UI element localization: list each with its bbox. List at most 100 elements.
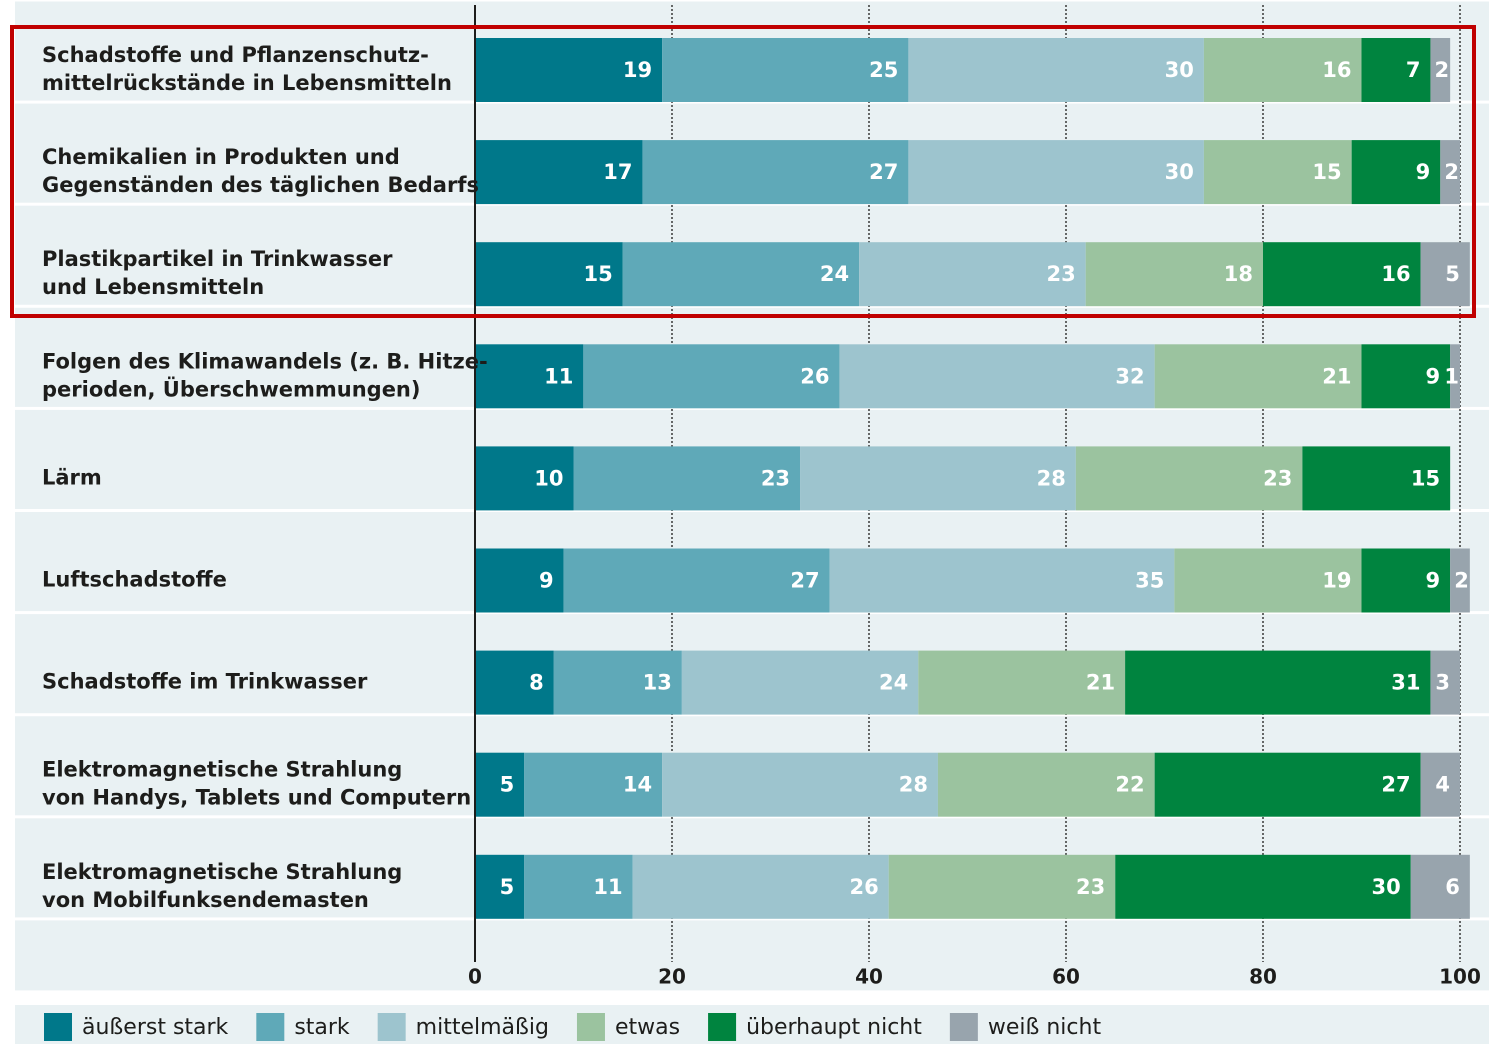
value-label: 5: [1445, 262, 1460, 286]
bar-segment: [475, 548, 564, 613]
bar-segment: [1085, 242, 1263, 307]
bar-segment: [1302, 446, 1451, 511]
value-label: 8: [529, 671, 544, 695]
bar-segment: [1450, 548, 1470, 613]
x-tick-label: 60: [1052, 965, 1080, 989]
bar-segment: [888, 854, 1116, 919]
category-label: Gegenständen des täglichen Bedarfs: [42, 173, 479, 197]
axis-panel: [15, 920, 1489, 991]
value-label: 23: [1046, 262, 1075, 286]
bar-segment: [1410, 854, 1470, 919]
legend-swatch: [708, 1013, 737, 1041]
bar-segment: [1203, 140, 1352, 205]
bar-segment: [829, 548, 1175, 613]
category-label: Schadstoffe im Trinkwasser: [42, 670, 368, 694]
value-label: 7: [1406, 58, 1421, 82]
category-label: und Lebensmitteln: [42, 275, 264, 299]
value-label: 5: [500, 773, 515, 797]
bar-segment: [908, 140, 1204, 205]
x-tick-label: 40: [855, 965, 883, 989]
value-label: 26: [800, 364, 829, 388]
x-tick-label: 80: [1249, 965, 1277, 989]
bar-segment: [475, 446, 574, 511]
value-label: 19: [623, 58, 652, 82]
value-label: 14: [623, 773, 652, 797]
bar-segment: [475, 344, 584, 409]
category-label: Elektromagnetische Strahlung: [42, 860, 402, 884]
bar-segment: [1361, 344, 1451, 409]
bar-segment: [1420, 752, 1460, 817]
value-label: 27: [869, 160, 898, 184]
value-label: 35: [1135, 569, 1164, 593]
bar-segment: [1430, 38, 1451, 102]
value-label: 5: [500, 875, 515, 899]
bar-segment: [622, 242, 860, 307]
bar-segment: [662, 752, 938, 817]
value-label: 30: [1165, 160, 1194, 184]
value-label: 17: [603, 160, 632, 184]
legend-label: äußerst stark: [82, 1015, 229, 1040]
value-label: 13: [643, 671, 672, 695]
bar-segment: [839, 344, 1155, 409]
bar-segment: [1420, 242, 1470, 307]
legend-label: stark: [294, 1015, 350, 1040]
legend-swatch: [44, 1013, 72, 1041]
value-label: 11: [544, 364, 573, 388]
value-label: 21: [1322, 364, 1351, 388]
x-tick-label: 20: [658, 965, 686, 989]
value-label: 18: [1224, 262, 1253, 286]
value-label: 11: [593, 875, 622, 899]
bar-segment: [475, 242, 623, 307]
value-label: 9: [1416, 160, 1431, 184]
value-label: 10: [534, 466, 563, 490]
value-label: 30: [1165, 58, 1194, 82]
bar-segment: [1174, 548, 1362, 613]
value-label: 28: [899, 773, 928, 797]
legend-label: mittelmäßig: [416, 1015, 549, 1040]
category-label: Lärm: [42, 465, 102, 489]
x-tick-label: 100: [1439, 965, 1481, 989]
value-label: 2: [1444, 160, 1459, 184]
category-label: von Handys, Tablets und Computern: [42, 786, 471, 810]
category-label: mittelrückstände in Lebensmitteln: [42, 71, 452, 95]
legend-swatch: [949, 1013, 978, 1041]
value-label: 30: [1372, 875, 1401, 899]
value-label: 22: [1115, 773, 1144, 797]
bar-segment: [800, 446, 1076, 511]
value-label: 28: [1037, 466, 1066, 490]
category-label: von Mobilfunksendemasten: [42, 888, 369, 912]
bar-segment: [1154, 344, 1362, 409]
bar-segment: [1263, 242, 1421, 307]
bar-segment: [1440, 140, 1460, 205]
bar-segment: [563, 548, 830, 613]
value-label: 15: [1312, 160, 1341, 184]
legend-swatch: [377, 1013, 406, 1041]
bar-segment: [1430, 650, 1460, 715]
value-label: 23: [1263, 466, 1292, 490]
category-label: Elektromagnetische Strahlung: [42, 758, 402, 782]
bar-segment: [475, 140, 643, 205]
bar-segment: [918, 650, 1126, 715]
bar-segment: [1361, 38, 1431, 102]
bar-segment: [859, 242, 1086, 307]
value-label: 9: [539, 569, 554, 593]
category-label: Chemikalien in Produkten und: [42, 145, 400, 169]
category-label: perioden, Überschwemmungen): [42, 376, 420, 401]
value-label: 23: [1076, 875, 1105, 899]
bar-segment: [475, 38, 663, 102]
bar-segment: [1450, 344, 1460, 409]
bars: 19 25 30 16 7 217 27 30 15 9 215 24 23 18 16 511 26 32 21 9…: [475, 38, 1470, 919]
value-label: 24: [879, 671, 908, 695]
value-label: 21: [1086, 671, 1115, 695]
bar-segment: [642, 140, 909, 205]
bar-segment: [937, 752, 1155, 817]
bar-segment: [1115, 854, 1411, 919]
value-label: 27: [790, 569, 819, 593]
bar-segment: [1203, 38, 1362, 102]
value-label: 9: [1426, 569, 1441, 593]
value-label: 4: [1435, 773, 1450, 797]
value-label: 25: [869, 58, 898, 82]
value-label: 27: [1381, 773, 1410, 797]
bar-segment: [1361, 548, 1451, 613]
category-label: Folgen des Klimawandels (z. B. Hitze-: [42, 349, 488, 373]
